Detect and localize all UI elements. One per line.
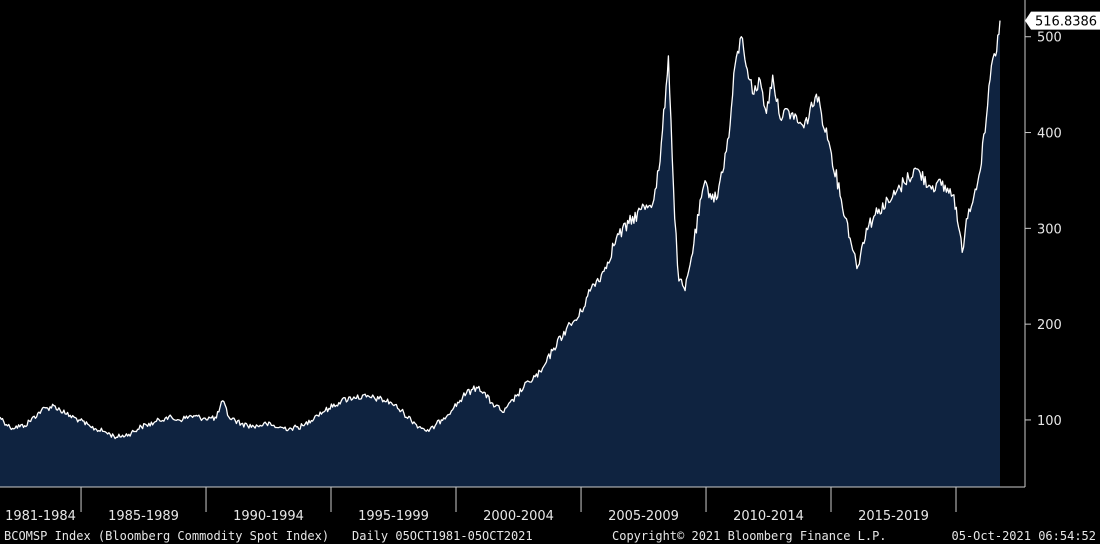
footer-timestamp: 05-Oct-2021 06:54:52	[952, 529, 1097, 543]
footer-index-desc: BCOMSP Index (Bloomberg Commodity Spot I…	[4, 529, 329, 543]
y-tick-label: 400	[1037, 127, 1062, 142]
x-period-label: 1981-1984	[5, 509, 76, 524]
y-tick-label: 300	[1037, 222, 1062, 237]
last-value-label: 516.8386	[1035, 15, 1097, 30]
chart-footer: BCOMSP Index (Bloomberg Commodity Spot I…	[4, 529, 1096, 543]
footer-copyright: Copyright© 2021 Bloomberg Finance L.P.	[612, 529, 887, 543]
y-tick-label: 200	[1037, 318, 1062, 333]
footer-range-desc: Daily 05OCT1981-05OCT2021	[352, 529, 533, 543]
axes: 100 200 300 400 500 1981-1984 1985-1989 1990-19…	[0, 0, 1100, 524]
x-period-label: 1990-1994	[233, 509, 304, 524]
series-line	[0, 20, 1001, 440]
last-value-box	[1025, 11, 1100, 30]
series-area	[0, 20, 1000, 487]
x-period-label: 2005-2009	[608, 509, 679, 524]
x-period-label: 2000-2004	[483, 509, 554, 524]
x-period-label: 1995-1999	[358, 509, 429, 524]
y-tick-label: 500	[1037, 31, 1062, 46]
plot-area	[0, 20, 1001, 487]
y-tick-label: 100	[1037, 414, 1062, 429]
x-period-label: 1985-1989	[108, 509, 179, 524]
x-period-label: 2010-2014	[733, 509, 804, 524]
x-period-label: 2015-2019	[858, 509, 929, 524]
